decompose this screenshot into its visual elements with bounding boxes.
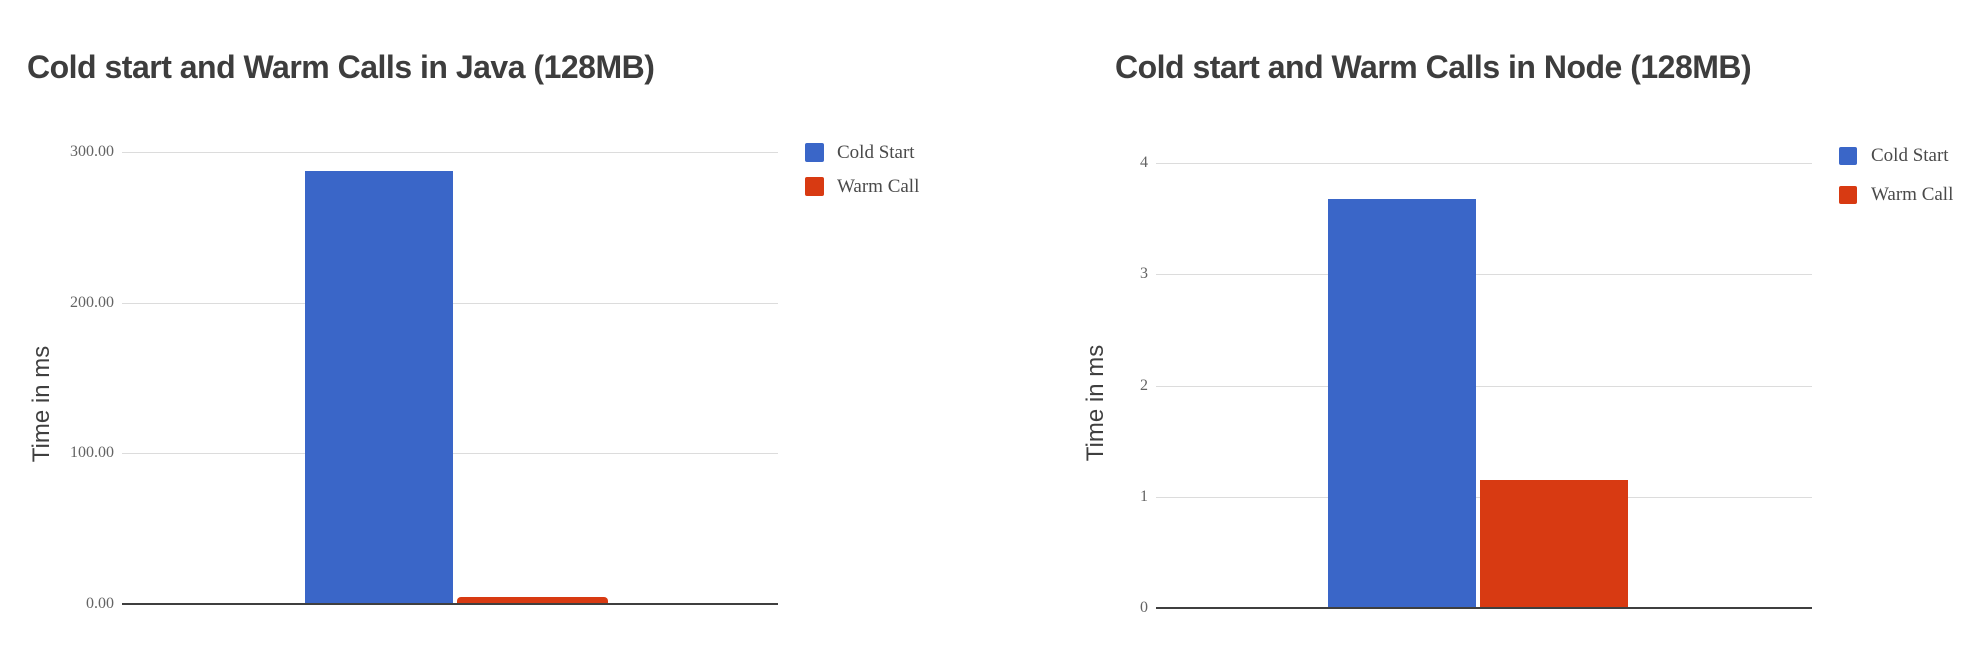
legend-swatch-warm-call (805, 177, 824, 196)
bar-warm-call (457, 597, 608, 604)
legend-label: Cold Start (837, 142, 915, 163)
legend-swatch-cold-start (1839, 147, 1857, 165)
bar-warm-call (1480, 480, 1628, 608)
x-axis-line (1156, 607, 1812, 609)
y-tick-label: 2 (1140, 376, 1148, 394)
y-axis-title: Time in ms (1082, 344, 1109, 462)
y-tick-label: 1 (1140, 487, 1148, 505)
y-tick-label: 3 (1140, 265, 1148, 283)
y-tick-label: 100.00 (70, 444, 114, 462)
gridline (1156, 385, 1812, 387)
legend-label: Cold Start (1871, 145, 1949, 166)
gridline (1156, 274, 1812, 276)
legend-label: Warm Call (837, 176, 920, 197)
y-tick-label: 300.00 (70, 143, 114, 160)
y-tick-label: 0 (1140, 599, 1148, 616)
bar-cold-start (305, 170, 453, 604)
y-tick-label: 0.00 (86, 595, 114, 612)
y-tick-label: 4 (1140, 154, 1148, 171)
chart-title: Cold start and Warm Calls in Node (128MB… (1115, 49, 1752, 85)
gridline (1156, 163, 1812, 164)
legend-swatch-cold-start (805, 143, 824, 162)
x-axis-line (122, 603, 778, 605)
legend-label: Warm Call (1871, 184, 1954, 205)
legend-swatch-warm-call (1839, 186, 1857, 204)
y-tick-label: 200.00 (70, 293, 114, 311)
gridline (122, 152, 778, 153)
bar-cold-start (1328, 198, 1476, 608)
chart-title: Cold start and Warm Calls in Java (128MB… (27, 49, 655, 85)
